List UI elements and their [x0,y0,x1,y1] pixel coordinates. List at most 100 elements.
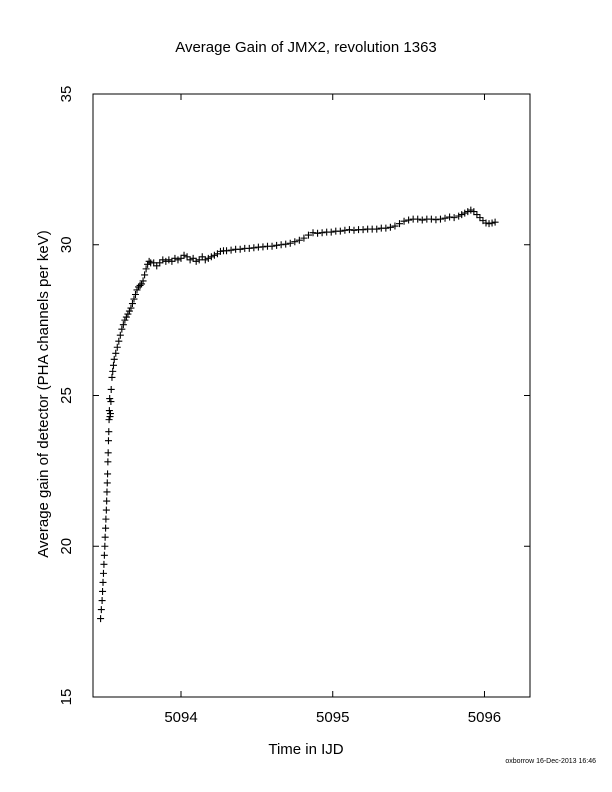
data-point [318,229,326,237]
data-point [174,256,182,264]
y-tick-label: 25 [58,387,75,404]
data-point [98,597,106,605]
data-point [118,325,126,333]
data-point [131,290,139,298]
data-point [192,257,200,265]
data-point [488,219,496,227]
data-point [97,615,105,623]
data-point [195,256,203,264]
data-point [336,227,344,235]
data-point [99,587,107,595]
data-point [359,226,367,234]
data-point [210,251,218,259]
data-point [189,254,197,262]
data-point [300,234,308,242]
x-axis-label: Time in IJD [268,741,343,758]
data-point [116,331,124,339]
data-point [145,257,153,265]
data-point [345,226,353,234]
data-point [142,265,150,273]
data-point [382,224,390,232]
y-tick-label: 15 [58,689,75,706]
data-point [282,240,290,248]
data-point [168,257,176,265]
data-point [441,214,449,222]
data-point [100,551,108,559]
data-point [432,216,440,224]
data-point [473,211,481,219]
data-point [386,223,394,231]
data-point [104,437,112,445]
data-point [106,395,114,403]
data-point [119,321,127,329]
data-point [291,238,299,246]
footer-credit: oxborrow 16-Dec-2013 16:46 [505,758,596,765]
data-point [414,215,422,223]
data-point [99,569,107,577]
data-point [103,488,111,496]
data-point [436,215,444,223]
data-point [180,251,188,259]
data-point [450,214,458,222]
data-point [245,244,253,252]
data-point [106,410,114,418]
y-tick-label: 35 [58,86,75,103]
data-point [107,398,115,406]
data-point [159,256,167,264]
data-point [396,220,404,228]
data-point [295,236,303,244]
data-point [171,254,179,262]
y-tick-label: 20 [58,538,75,555]
data-point [104,458,112,466]
data-point [207,253,215,261]
data-point [277,241,285,249]
x-tick-label: 5094 [164,709,197,726]
y-axis-label: Average gain of detector (PHA channels p… [35,230,52,557]
data-point [236,245,244,253]
data-point [400,217,408,225]
data-point [461,209,469,217]
data-point [104,470,112,478]
data-point [101,533,109,541]
data-point [485,220,493,228]
data-point [427,215,435,223]
data-point [177,254,185,262]
plot-frame [92,93,531,698]
data-point [286,239,294,247]
data-point [186,256,194,264]
data-point [109,361,117,369]
data-point [183,253,191,261]
data-point [204,254,212,262]
data-point [482,219,490,227]
data-point [341,226,349,234]
y-tick-label: 30 [58,236,75,253]
data-point [127,304,135,312]
data-points [97,206,499,623]
data-point [304,231,312,239]
data-point [273,241,281,249]
data-point [105,416,113,424]
data-point [100,560,108,568]
data-point [467,206,475,214]
x-tick-label: 5096 [468,709,501,726]
data-point [104,449,112,457]
data-point [327,228,335,236]
data-point [108,373,116,381]
data-point [125,307,133,315]
data-point [391,222,399,230]
data-point [476,214,484,222]
data-point [309,229,317,237]
data-point [102,515,110,523]
data-point [405,216,413,224]
data-point [314,229,322,237]
data-point [268,242,276,250]
y-axis: 15 20 25 30 35 [58,86,530,706]
data-point [141,271,149,279]
data-point [455,212,463,220]
data-point [198,253,206,261]
data-point [136,281,144,289]
data-point [373,225,381,233]
data-point [470,208,478,216]
x-axis: 5094 5095 5096 [164,94,501,726]
data-point [103,497,111,505]
